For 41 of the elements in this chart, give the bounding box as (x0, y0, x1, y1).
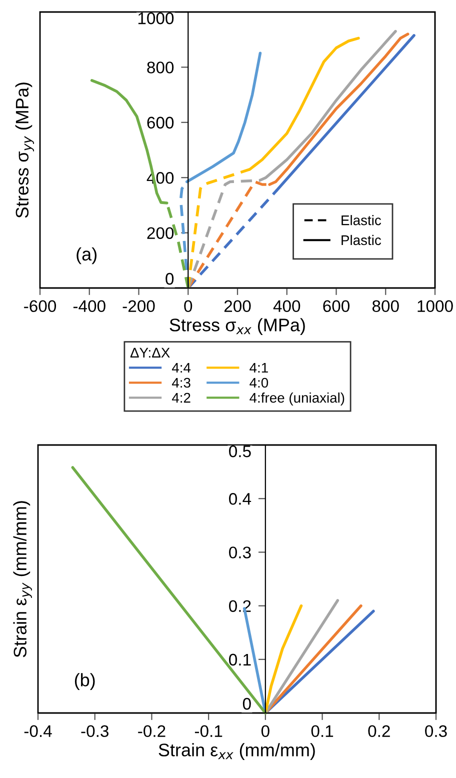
x-axis-title: Strain ε$_{xx}$ (mm/mm) (158, 743, 315, 760)
x-axis-title: Stress σ$_{xx}$ (MPa) (170, 318, 305, 335)
legend-label: 4:free (uniaxial) (250, 392, 344, 406)
x-tick-label: -0.4 (24, 725, 52, 738)
annotation: (a) (76, 247, 96, 264)
y-tick-label: 0 (166, 272, 174, 285)
x-tick-label: 400 (273, 300, 300, 312)
x-tick-label: -200 (122, 300, 155, 312)
x-tick-label: -0.1 (194, 725, 222, 738)
y-axis-title: Stress σ$_{yy}$ (MPa) (15, 82, 34, 218)
annotation: (b) (74, 673, 95, 690)
x-tick-label: -600 (24, 300, 56, 312)
x-tick-label: 0.3 (425, 725, 447, 738)
y-tick-label: 800 (147, 62, 174, 74)
y-axis-title: Strain ε$_{yy}$ (mm/mm) (13, 501, 32, 658)
x-tick-label: 1000 (418, 300, 453, 312)
legend-label: 4:3 (172, 378, 190, 388)
legend-label: 4:0 (250, 378, 268, 388)
y-tick-label: 600 (147, 116, 174, 129)
x-tick-label: 800 (372, 300, 399, 312)
x-tick-label: -400 (73, 300, 106, 312)
annotation: Elastic (342, 215, 382, 226)
x-tick-label: 0 (184, 300, 192, 312)
y-tick-label: 0.5 (229, 445, 251, 458)
y-tick-label: 0.4 (229, 493, 252, 505)
x-tick-label: 0.2 (368, 725, 390, 738)
x-tick-label: 0.1 (311, 725, 334, 738)
legend-title: ΔY:ΔX (130, 348, 170, 358)
y-tick-label: 0 (242, 698, 251, 710)
x-tick-label: 0 (261, 725, 270, 738)
y-tick-label: 0.1 (229, 654, 251, 666)
x-tick-label: 600 (323, 300, 350, 312)
annotation: Plastic (342, 234, 382, 246)
legend-label: 4:2 (172, 392, 190, 403)
y-tick-label: 0.3 (229, 546, 251, 558)
y-tick-label: 200 (147, 227, 174, 240)
legend-label: 4:4 (172, 362, 191, 373)
y-tick-label: 1000 (138, 12, 174, 24)
x-tick-label: -0.2 (138, 725, 166, 738)
legend-label: 4:1 (250, 362, 268, 373)
x-tick-label: -0.3 (81, 725, 108, 738)
